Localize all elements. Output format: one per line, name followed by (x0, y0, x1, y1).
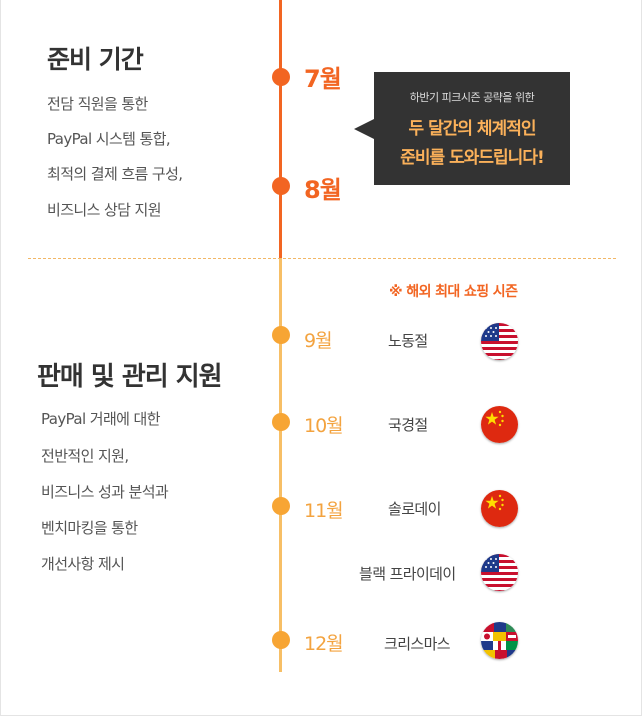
event-name: 크리스마스 (384, 635, 451, 653)
sales-section-title: 판매 및 관리 지원 (37, 362, 223, 392)
month-label: 10월 (304, 415, 344, 437)
callout-box: 하반기 피크시즌 공략을 위한 두 달간의 체계적인 준비를 도와드립니다! (374, 72, 570, 185)
callout-headline: 준비를 도와드립니다! (400, 148, 544, 168)
month-label: 7월 (304, 65, 342, 93)
china-flag-icon (481, 490, 518, 527)
callout-subtitle: 하반기 피크시즌 공략을 위한 (409, 91, 535, 104)
world-flags-icon (481, 622, 518, 659)
timeline-line-sales (279, 258, 282, 672)
timeline-dot (272, 326, 290, 344)
shopping-season-note: ※ 해외 최대 쇼핑 시즌 (389, 284, 518, 300)
prep-section-title: 준비 기간 (47, 45, 144, 74)
sales-desc-line: 전반적인 지원, (41, 447, 129, 465)
timeline-dot (272, 497, 290, 515)
callout-arrow (354, 119, 374, 139)
us-flag-icon (481, 554, 518, 591)
sales-desc-line: 비즈니스 성과 분석과 (41, 483, 169, 501)
event-name: 블랙 프라이데이 (359, 565, 456, 583)
sales-desc-line: 개선사항 제시 (41, 555, 125, 573)
sales-desc-line: 벤치마킹을 통한 (41, 519, 138, 537)
china-flag-icon (481, 406, 518, 443)
timeline-dot (272, 631, 290, 649)
month-label: 12월 (304, 633, 344, 655)
event-name: 솔로데이 (388, 500, 441, 518)
timeline-line-prep (279, 0, 282, 258)
event-name: 국경절 (388, 416, 428, 434)
month-label: 8월 (304, 176, 342, 204)
prep-desc-line: 비즈니스 상담 지원 (47, 201, 162, 219)
timeline-dot (272, 413, 290, 431)
prep-desc-line: PayPal 시스템 통합, (47, 130, 171, 148)
timeline-dot (272, 68, 290, 86)
event-name: 노동절 (388, 332, 428, 350)
prep-desc-line: 전담 직원을 통한 (47, 95, 148, 113)
month-label: 11월 (304, 500, 344, 522)
timeline-dot (272, 177, 290, 195)
section-divider (28, 258, 616, 259)
prep-desc-line: 최적의 결제 흐름 구성, (47, 165, 183, 183)
us-flag-icon (481, 323, 518, 360)
callout-headline: 두 달간의 체계적인 (408, 119, 537, 139)
sales-desc-line: PayPal 거래에 대한 (41, 410, 161, 428)
month-label: 9월 (304, 330, 333, 352)
